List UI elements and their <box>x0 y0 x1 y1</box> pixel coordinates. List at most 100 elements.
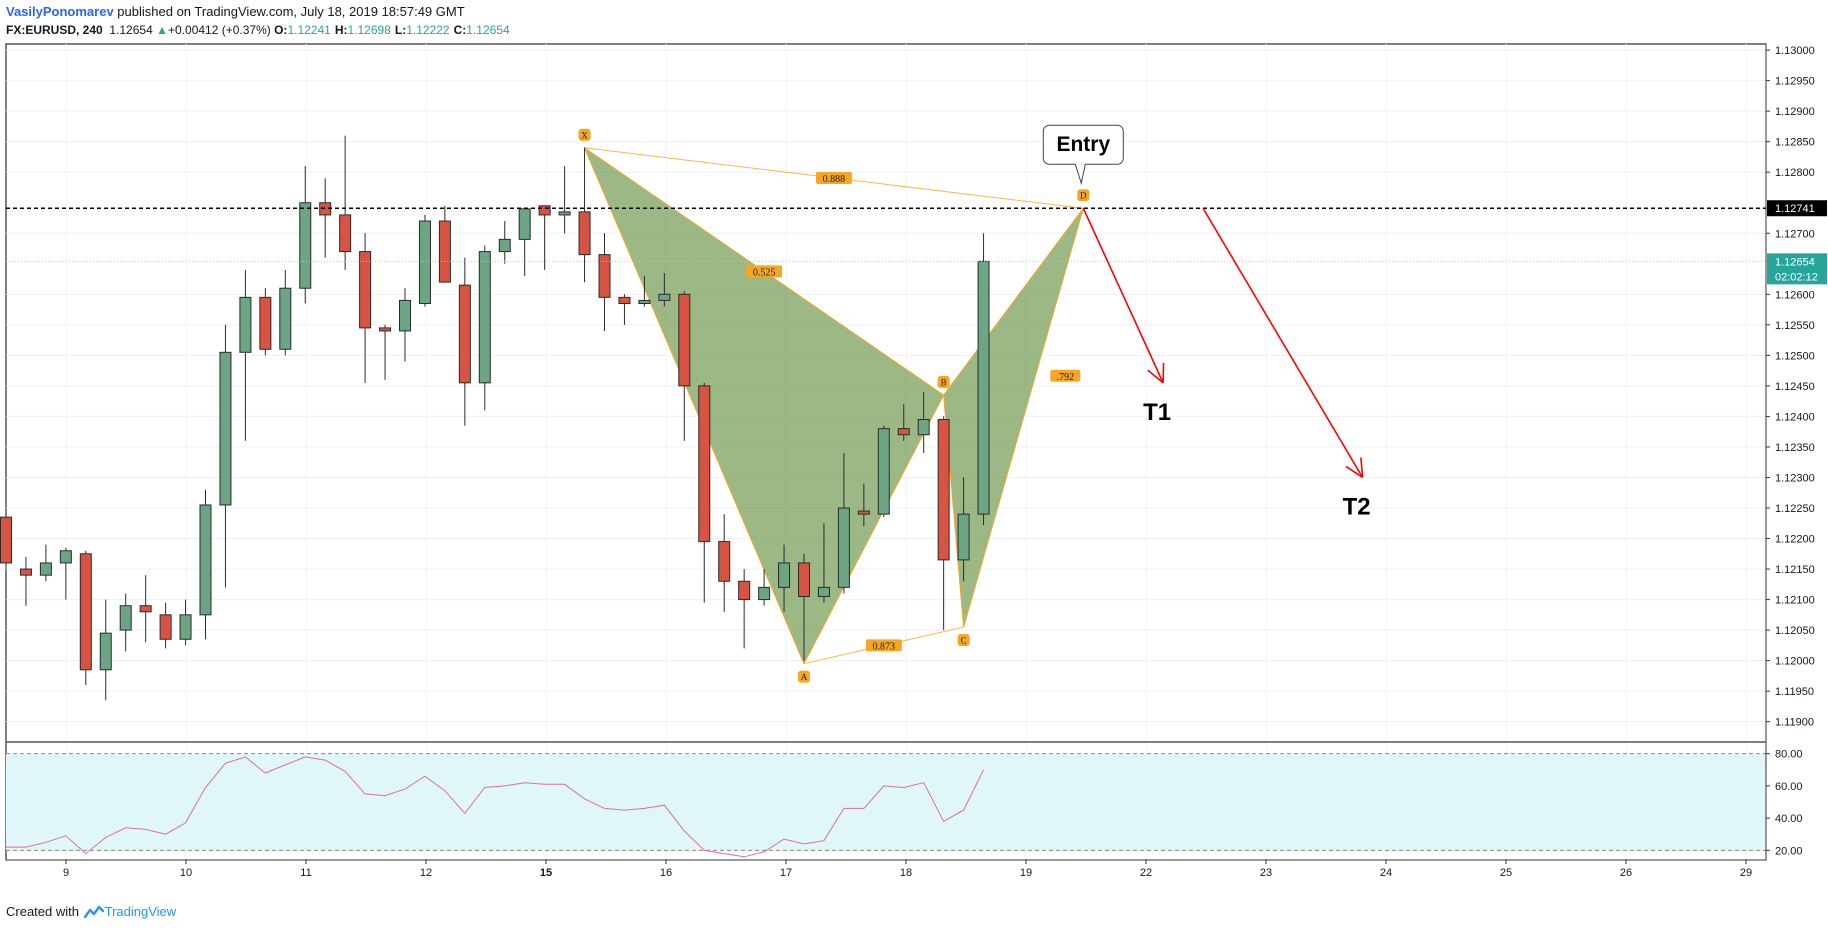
x-tick-label: 11 <box>300 867 311 879</box>
x-tick-label: 19 <box>1020 867 1032 879</box>
low-label: L: <box>394 23 407 37</box>
y-tick-label: 1.12600 <box>1775 289 1815 301</box>
entry-label: Entry <box>1056 133 1110 156</box>
publish-line: VasilyPonomarev published on TradingView… <box>6 4 465 20</box>
entry-callout <box>1042 124 1124 186</box>
rsi-y-tick-label: 40.00 <box>1775 813 1803 825</box>
y-tick-label: 1.12000 <box>1775 656 1815 668</box>
candle-up <box>817 586 830 598</box>
resistance-price-tag <box>1767 200 1827 217</box>
pattern-point-bg <box>798 670 810 683</box>
ratio-label: 0.525 <box>753 267 776 278</box>
target-label: T2 <box>1343 493 1371 520</box>
rsi-y-tick-label: 60.00 <box>1775 781 1803 793</box>
tradingview-link[interactable]: TradingView <box>104 904 177 919</box>
harmonic-pattern: 0.525 0.873 0.888 .792 X A B C D <box>578 128 1090 683</box>
candle-down <box>458 284 471 384</box>
ratio-label-bg <box>1050 369 1081 382</box>
x-tick-label: 9 <box>63 867 69 879</box>
pattern-point-label: B <box>941 378 947 388</box>
y-tick-label: 1.12350 <box>1775 442 1815 454</box>
y-tick-label: 1.12500 <box>1775 350 1815 362</box>
candle-up <box>119 605 132 631</box>
pattern-point-bg <box>937 376 950 389</box>
author-link[interactable]: VasilyPonomarev <box>6 4 114 19</box>
close-value: 1.12654 <box>466 23 510 37</box>
candle-down <box>0 516 12 564</box>
rsi-y-tick-label: 80.00 <box>1775 749 1803 761</box>
candle-up <box>977 260 990 515</box>
published-info: published on TradingView.com, July 18, 2… <box>117 4 465 19</box>
candle-down <box>339 214 352 253</box>
candle-up <box>498 238 511 253</box>
axes: 1.13000 1.12950 1.12900 1.12850 1.12800 1.127… <box>6 44 1827 879</box>
change-value: +0.00412 (+0.37%) <box>168 23 271 37</box>
x-tick-label: 25 <box>1500 867 1512 879</box>
candle-up <box>299 202 312 289</box>
ratio-label: 0.888 <box>823 174 846 185</box>
footer: Created with TradingView <box>6 904 176 919</box>
candle-down <box>937 418 950 561</box>
last-price-label: 1.12654 <box>1775 256 1815 268</box>
low-value: 1.12222 <box>406 23 450 37</box>
candle-down <box>897 428 910 436</box>
candle-down <box>259 296 272 350</box>
resistance-price-label: 1.12741 <box>1775 203 1815 215</box>
candle-down <box>698 385 711 543</box>
bar-countdown: 02:02:12 <box>1775 271 1818 283</box>
candle-up <box>279 287 292 350</box>
target-arrow-head <box>1360 457 1364 478</box>
x-tick-label: 17 <box>780 867 792 879</box>
ratio-label: .792 <box>1057 372 1075 383</box>
candle-up <box>957 513 970 561</box>
candle-up <box>837 507 850 588</box>
price-chart[interactable]: 0.525 0.873 0.888 .792 X A B C D Entry T1 T2 1.130… <box>0 0 1828 900</box>
pattern-point-label: X <box>581 130 588 140</box>
last-price-tag <box>1767 253 1827 285</box>
close-label: C: <box>453 23 467 37</box>
candle-up <box>59 550 72 564</box>
created-with-label: Created with <box>6 904 79 919</box>
y-tick-label: 1.12100 <box>1775 595 1815 607</box>
candle-down <box>578 211 591 256</box>
candle-down <box>159 614 172 640</box>
symbol-line: FX:EURUSD, 240 1.12654 ▲+0.00412 (+0.37%… <box>6 22 514 38</box>
candle-up <box>877 428 890 515</box>
candle-up <box>239 296 252 353</box>
y-tick-label: 1.12850 <box>1775 137 1815 149</box>
candle-up <box>39 562 52 576</box>
candle-up <box>758 586 771 601</box>
annotations: Entry T1 T2 <box>1042 124 1371 520</box>
rsi-line <box>6 756 984 858</box>
pattern-point-bg <box>1077 189 1090 202</box>
target-arrow-line <box>1202 207 1364 478</box>
candle-up <box>399 299 411 332</box>
x-tick-label: 12 <box>420 867 432 879</box>
y-tick-label: 1.12800 <box>1775 167 1815 179</box>
y-tick-label: 1.12450 <box>1775 381 1815 393</box>
candle-up <box>478 251 491 384</box>
candle-up <box>917 418 930 436</box>
candle-down <box>19 568 32 576</box>
open-value: 1.12241 <box>287 23 331 37</box>
y-tick-label: 1.12900 <box>1775 106 1815 118</box>
candle-up <box>518 208 531 240</box>
symbol-label: FX:EURUSD, 240 <box>6 23 103 37</box>
y-tick-label: 1.12950 <box>1775 76 1815 88</box>
y-tick-label: 1.13000 <box>1775 45 1815 57</box>
candle-down <box>598 254 611 298</box>
pattern-point-label: D <box>1080 191 1087 201</box>
candle-down <box>618 296 631 304</box>
y-tick-label: 1.12300 <box>1775 472 1815 484</box>
candle-up <box>179 614 192 640</box>
target-arrow-line <box>1082 207 1164 384</box>
ratio-label: 0.873 <box>873 641 896 652</box>
candle-down <box>678 293 691 387</box>
tradingview-logo-icon <box>83 905 104 919</box>
chart-header: VasilyPonomarev published on TradingView… <box>6 4 1806 38</box>
pattern-point-label: A <box>801 672 808 682</box>
candle-down <box>139 605 152 613</box>
x-tick-label: 10 <box>180 867 192 879</box>
ratio-label-bg <box>865 639 902 652</box>
change-arrow-icon: ▲ <box>156 23 168 37</box>
